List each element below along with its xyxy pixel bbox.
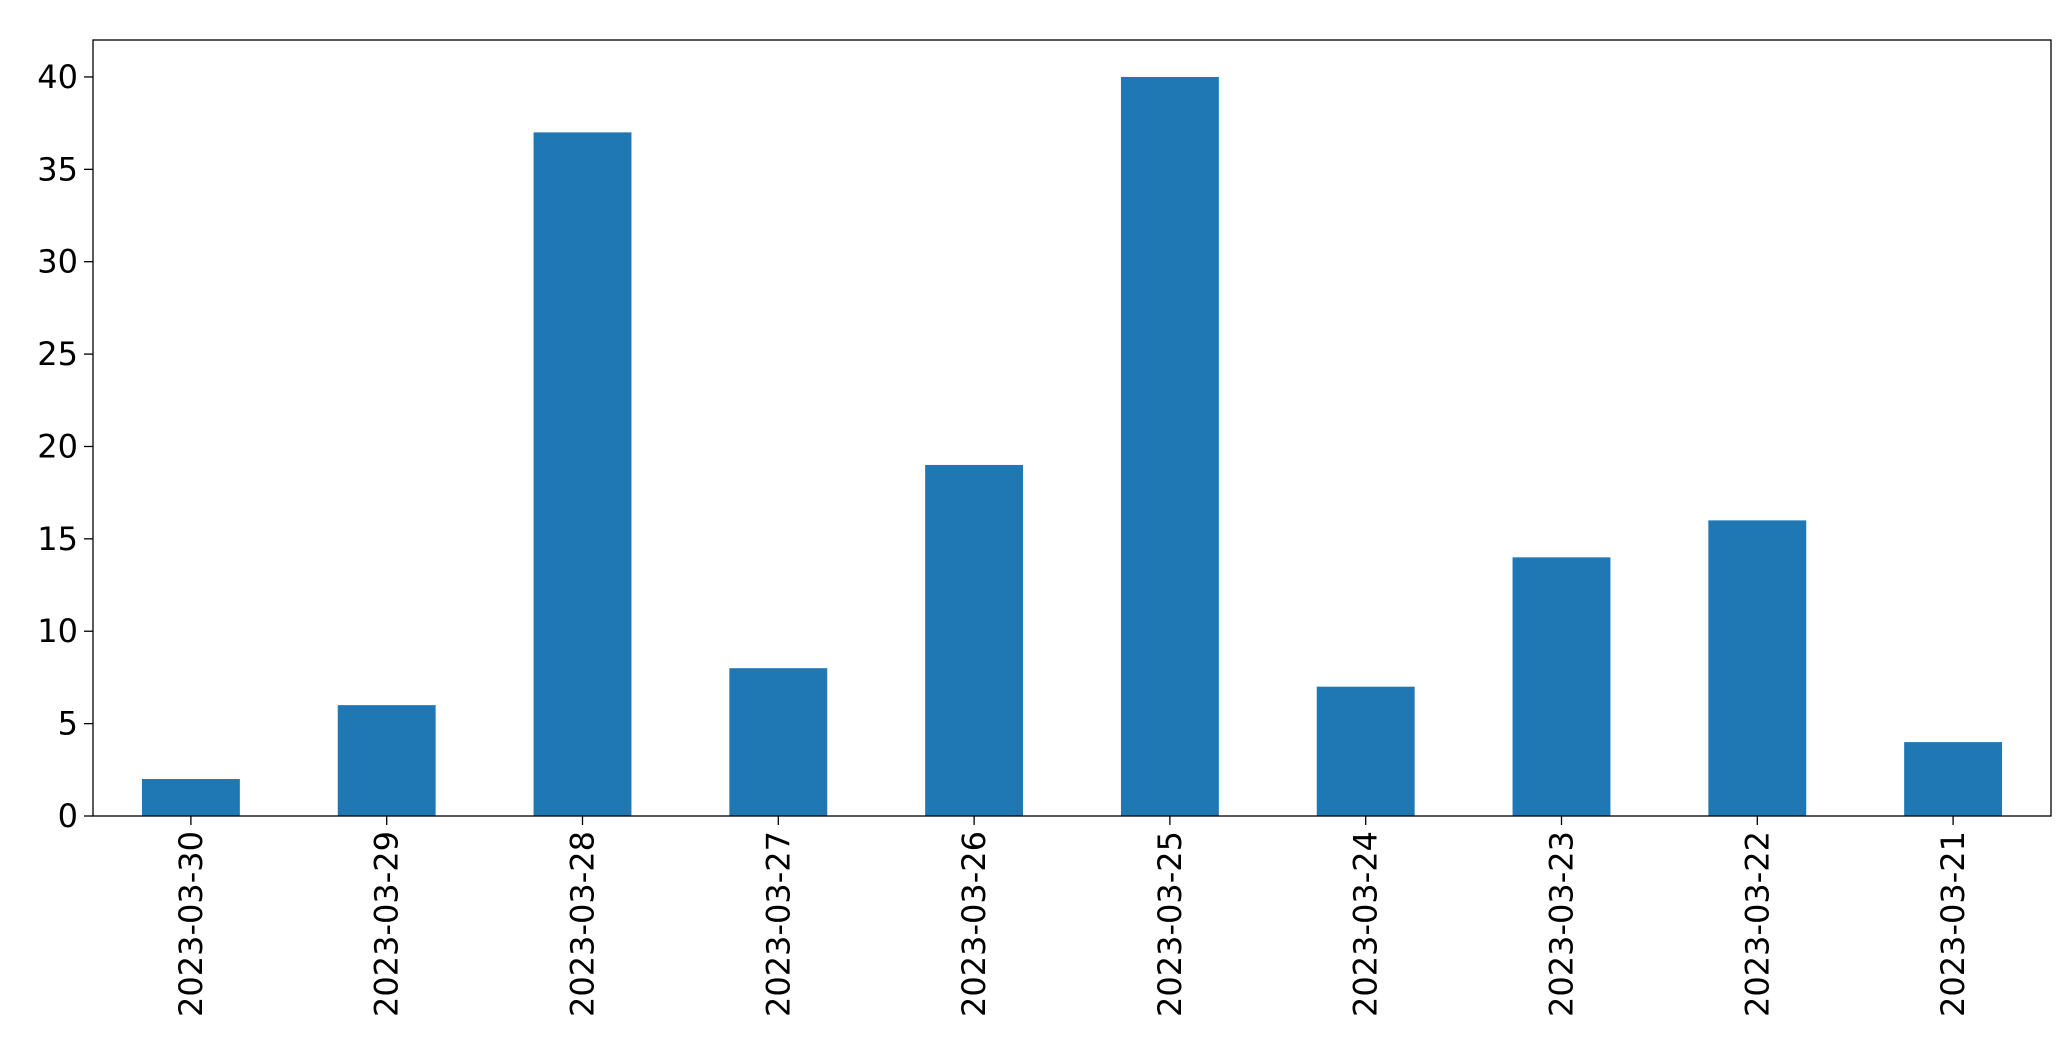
x-tick-label: 2023-03-21 bbox=[1934, 831, 1972, 1017]
bar bbox=[1904, 742, 2003, 816]
y-tick-label: 25 bbox=[37, 335, 78, 373]
y-tick-label: 10 bbox=[37, 612, 78, 650]
x-tick-label: 2023-03-26 bbox=[955, 831, 993, 1017]
y-tick-label: 20 bbox=[37, 427, 78, 465]
bar bbox=[1316, 686, 1415, 816]
x-tick-label: 2023-03-27 bbox=[759, 831, 797, 1017]
y-tick-label: 40 bbox=[37, 58, 78, 96]
x-tick-label: 2023-03-23 bbox=[1543, 831, 1581, 1017]
bar bbox=[1708, 520, 1807, 816]
x-tick-label: 2023-03-29 bbox=[368, 831, 406, 1017]
y-tick-label: 5 bbox=[58, 705, 78, 743]
plot-frame bbox=[92, 39, 2052, 817]
bar bbox=[925, 464, 1024, 816]
bar bbox=[1120, 76, 1219, 816]
x-tick-label: 2023-03-24 bbox=[1347, 831, 1385, 1017]
bar bbox=[533, 132, 632, 816]
bar bbox=[1512, 557, 1611, 816]
y-tick-label: 35 bbox=[37, 150, 78, 188]
x-tick-label: 2023-03-22 bbox=[1738, 831, 1776, 1017]
x-tick-label: 2023-03-25 bbox=[1151, 831, 1189, 1017]
bar bbox=[729, 668, 828, 816]
bar bbox=[141, 779, 240, 816]
y-tick-label: 15 bbox=[37, 520, 78, 558]
bar bbox=[337, 705, 436, 816]
y-tick-label: 30 bbox=[37, 243, 78, 281]
y-tick-label: 0 bbox=[58, 797, 78, 835]
x-tick-label: 2023-03-28 bbox=[564, 831, 602, 1017]
x-tick-label: 2023-03-30 bbox=[172, 831, 210, 1017]
